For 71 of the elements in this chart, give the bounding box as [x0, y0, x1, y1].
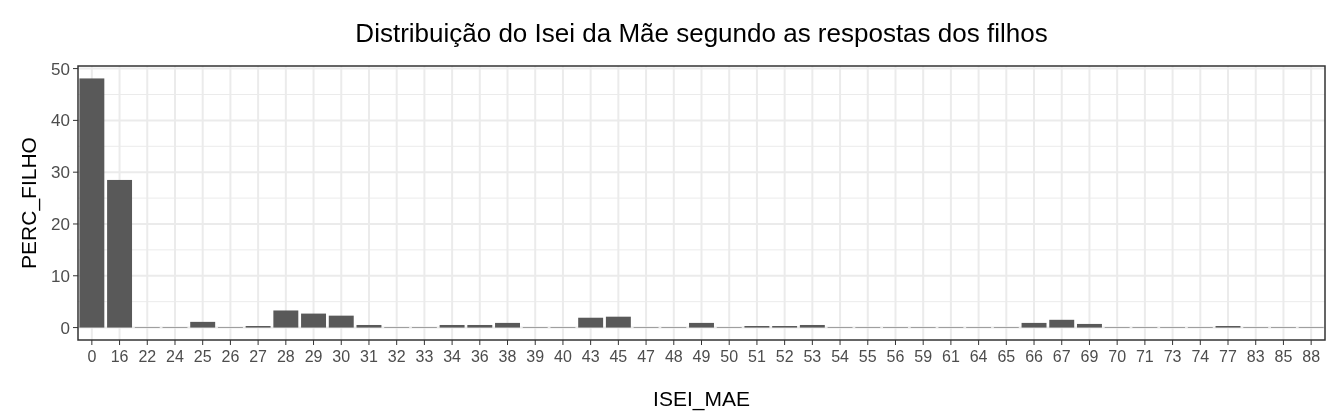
x-tick-label: 34 — [443, 348, 462, 365]
y-tick-label: 50 — [51, 59, 70, 79]
bar — [495, 322, 520, 328]
x-tick-label: 22 — [138, 348, 157, 365]
x-axis-title: ISEI_MAE — [653, 387, 750, 411]
x-tick-label: 38 — [498, 348, 517, 365]
x-tick-label: 26 — [221, 348, 240, 365]
x-tick-label: 77 — [1219, 348, 1238, 365]
bar — [328, 315, 354, 328]
x-tick-label: 48 — [664, 348, 683, 365]
x-tick-label: 39 — [526, 348, 545, 365]
x-tick-label: 36 — [470, 348, 489, 365]
bar — [1049, 319, 1075, 328]
bar — [301, 313, 327, 328]
bar — [578, 317, 604, 328]
y-tick-label: 0 — [60, 318, 70, 338]
x-tick-label: 70 — [1108, 348, 1127, 365]
bar — [1021, 322, 1047, 328]
x-tick-label: 56 — [886, 348, 905, 365]
x-tick-label: 30 — [332, 348, 351, 365]
chart-title: Distribuição do Isei da Mãe segundo as respostas dos filhos — [355, 18, 1048, 48]
bar — [107, 179, 133, 328]
y-axis-title: PERC_FILHO — [17, 137, 41, 269]
x-tick-label: 16 — [110, 348, 129, 365]
bar — [1076, 323, 1102, 328]
x-tick-label: 51 — [748, 348, 766, 365]
x-tick-label: 65 — [997, 348, 1016, 365]
x-tick-label: 61 — [942, 348, 960, 365]
x-tick-label: 45 — [609, 348, 628, 365]
x-tick-label: 71 — [1135, 348, 1154, 365]
y-tick-label: 30 — [51, 163, 70, 183]
x-tick-label: 52 — [775, 348, 794, 365]
x-tick-label: 67 — [1052, 348, 1071, 365]
x-tick-label: 33 — [415, 348, 434, 365]
x-tick-label: 50 — [720, 348, 739, 365]
x-tick-label: 54 — [831, 348, 850, 365]
bar — [799, 324, 825, 328]
x-tick-label: 31 — [360, 348, 378, 365]
x-tick-label: 69 — [1080, 348, 1099, 365]
y-tick-label: 40 — [51, 111, 70, 131]
bar — [356, 324, 382, 328]
x-tick-label: 24 — [166, 348, 184, 365]
x-tick-label: 25 — [193, 348, 212, 365]
x-tick-label: 83 — [1246, 348, 1265, 365]
x-tick-label: 55 — [858, 348, 877, 365]
x-tick-label: 49 — [692, 348, 711, 365]
y-tick-label: 20 — [51, 214, 70, 234]
x-tick-label: 32 — [387, 348, 406, 365]
x-tick-label: 53 — [803, 348, 822, 365]
x-tick-label: 74 — [1191, 348, 1210, 365]
bar — [273, 310, 299, 328]
x-tick-label: 88 — [1302, 348, 1321, 365]
bar — [439, 324, 465, 328]
bar — [190, 321, 216, 328]
bar — [79, 78, 105, 328]
bar — [467, 324, 493, 328]
x-tick-label: 43 — [581, 348, 600, 365]
x-tick-label: 27 — [249, 348, 268, 365]
x-tick-label: 59 — [914, 348, 933, 365]
y-tick-label: 10 — [51, 266, 70, 286]
x-tick-label: 0 — [87, 348, 97, 365]
x-tick-label: 29 — [304, 348, 323, 365]
x-tick-label: 73 — [1163, 348, 1182, 365]
x-tick-label: 47 — [637, 348, 656, 365]
bar — [605, 316, 631, 328]
x-tick-label: 66 — [1025, 348, 1044, 365]
bar — [689, 322, 714, 328]
x-tick-label: 40 — [554, 348, 572, 365]
x-tick-label: 64 — [969, 348, 988, 365]
x-tick-label: 85 — [1274, 348, 1293, 365]
x-tick-label: 28 — [276, 348, 295, 365]
